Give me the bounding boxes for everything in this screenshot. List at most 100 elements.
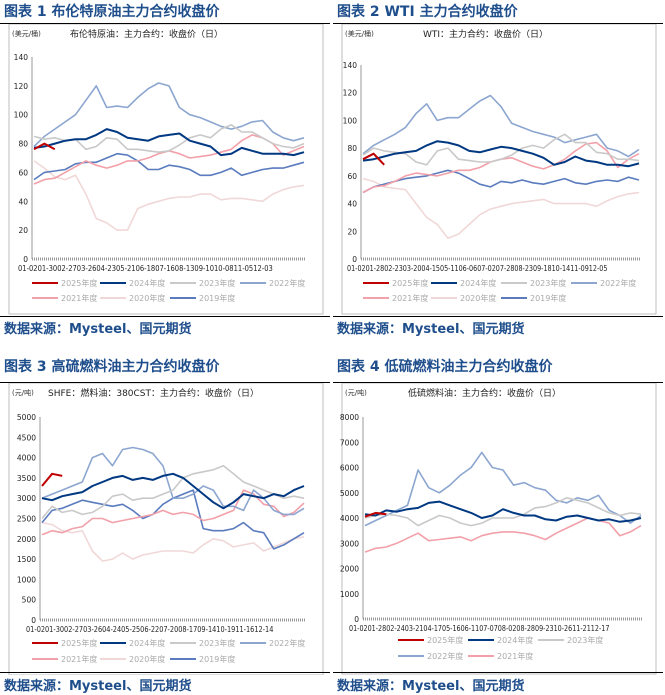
series-line-2022 [33,82,305,148]
y-axis-unit: (美元/桶) [12,29,41,38]
series-line-2023 [41,464,305,520]
series-line-2021 [364,517,642,553]
x-tick-label: 01-30 [38,264,58,273]
chart-title: WTI：主力合约：收盘价（日） [423,28,548,40]
legend-label-2021: 2021年度 [61,293,97,303]
panel-wti: 图表 2 WTI 主力合约收盘价 (美元/桶) WTI：主力合约：收盘价（日） 0 2… [333,0,663,340]
series-line-2025 [362,152,385,166]
y-tick-label: 7000 [340,438,359,447]
series-line-2020 [41,521,305,562]
divider [333,672,663,673]
x-tick-label: 03-20 [403,264,422,273]
x-tick-label: 12-17 [591,624,610,633]
legend-label-2023: 2023年度 [530,278,566,288]
y-tick-label: 100 [343,116,358,125]
y-tick-label: 2000 [17,535,36,544]
x-tick-label: 07-07 [479,624,498,633]
x-tick-label: 03-26 [77,264,97,273]
y-tick-label: 0 [31,616,36,625]
y-tick-label: 2500 [17,515,36,524]
series-line-2020 [33,160,305,231]
y-tick-label: 500 [22,596,37,605]
series-line-2023 [362,133,640,166]
chart-frame [341,24,657,315]
x-tick-label: 07-20 [159,625,178,634]
y-tick-label: 1500 [17,555,36,564]
divider [0,672,330,673]
chart-title: 低硫燃料油：主力合约：收盘价（日） [408,387,561,399]
series-line-2022 [362,94,640,158]
x-tick-label: 08-13 [175,264,195,273]
x-tick-label: 05-25 [121,625,140,634]
y-tick-label: 140 [343,61,358,70]
y-tick-label: 1000 [340,590,359,599]
panel-lsfo: 图表 4 低硫燃料油主力合约收盘价 (元/吨) 低硫燃料油：主力合约：收盘价（日）… [333,355,663,695]
y-tick-label: 5000 [340,489,359,498]
x-tick-label: 05-11 [440,264,459,273]
legend-label-2020: 2020年度 [129,293,165,303]
x-tick-label: 02-27 [57,264,77,273]
legend-label-2025: 2025年度 [61,638,97,648]
legend-label-2025: 2025年度 [61,278,97,288]
legend-label-2020: 2020年度 [129,654,165,664]
series-line-2021 [362,141,640,194]
legend-label-2021: 2021年度 [61,654,97,664]
y-tick-label: 6000 [340,464,359,473]
y-tick-label: 40 [18,197,28,206]
x-tick-label: 08-17 [178,625,197,634]
y-tick-label: 4500 [17,433,36,442]
x-tick-label: 02-27 [64,625,83,634]
y-tick-label: 2000 [340,565,359,574]
y-tick-label: 80 [347,144,357,153]
legend-label-2019: 2019年度 [530,293,566,303]
chart-frame [8,383,324,675]
legend-label-2021: 2021年度 [497,651,533,661]
legend-label-2020: 2020年度 [460,293,496,303]
legend-label-2023: 2023年度 [199,638,235,648]
x-tick-label: 03-21 [405,624,424,633]
series-line-2024 [362,140,640,168]
divider [333,316,663,317]
divider [0,316,330,317]
series-line-2020 [362,177,640,239]
legend-label-2025: 2025年度 [427,635,463,645]
x-tick-label: 10-08 [214,264,234,273]
legend-label-2021: 2021年度 [392,293,428,303]
series-line-2024 [364,500,642,523]
y-tick-label: 120 [343,89,358,98]
figure-title: 图表 2 WTI 主力合约收盘价 [337,4,518,20]
x-tick-label: 07-16 [155,264,175,273]
legend-label-2023: 2023年度 [199,278,235,288]
legend-label-2022: 2022年度 [427,651,463,661]
y-axis-unit: (元/吨) [345,388,367,397]
legend-label-2022: 2022年度 [269,638,305,648]
x-tick-label: 01-02 [347,264,366,273]
y-tick-label: 3000 [340,539,359,548]
x-tick-label: 02-23 [384,264,403,273]
y-tick-label: 0 [354,615,359,624]
x-tick-label: 02-24 [386,624,405,633]
x-tick-label: 06-18 [136,264,156,273]
x-tick-label: 03-26 [83,625,102,634]
figure-title: 图表 1 布伦特原油主力合约收盘价 [4,4,220,20]
x-tick-label: 04-15 [421,264,440,273]
y-tick-label: 4000 [340,514,359,523]
x-tick-label: 12-14 [254,625,273,634]
x-tick-label: 08-02 [498,624,517,633]
x-tick-label: 09-23 [535,624,554,633]
x-tick-label: 01-30 [45,625,64,634]
x-tick-label: 06-06 [459,264,478,273]
y-tick-label: 0 [23,255,28,264]
series-line-2025 [33,142,56,151]
series-line-2019 [33,152,305,181]
source-note: 数据来源：Mysteel、国元期货 [337,679,525,694]
y-tick-label: 120 [14,82,29,91]
y-axis-unit: (美元/桶) [345,29,374,38]
y-tick-label: 5000 [17,413,36,422]
x-tick-label: 01-02 [26,625,45,634]
panel-hsfo: 图表 3 高硫燃料油主力合约收盘价 (元/吨) SHFE：燃料油：380CST：主… [0,355,330,695]
x-tick-label: 06-11 [461,624,480,633]
lsfo-chart: (元/吨) 低硫燃料油：主力合约：收盘价（日） 0 1000 2000 3000 4000 5… [340,383,657,675]
series-line-2021 [41,489,305,536]
panel-brent: 图表 1 布伦特原油主力合约收盘价 (美元/桶) 布伦特原油：主力合约：收盘价（日… [0,0,330,340]
